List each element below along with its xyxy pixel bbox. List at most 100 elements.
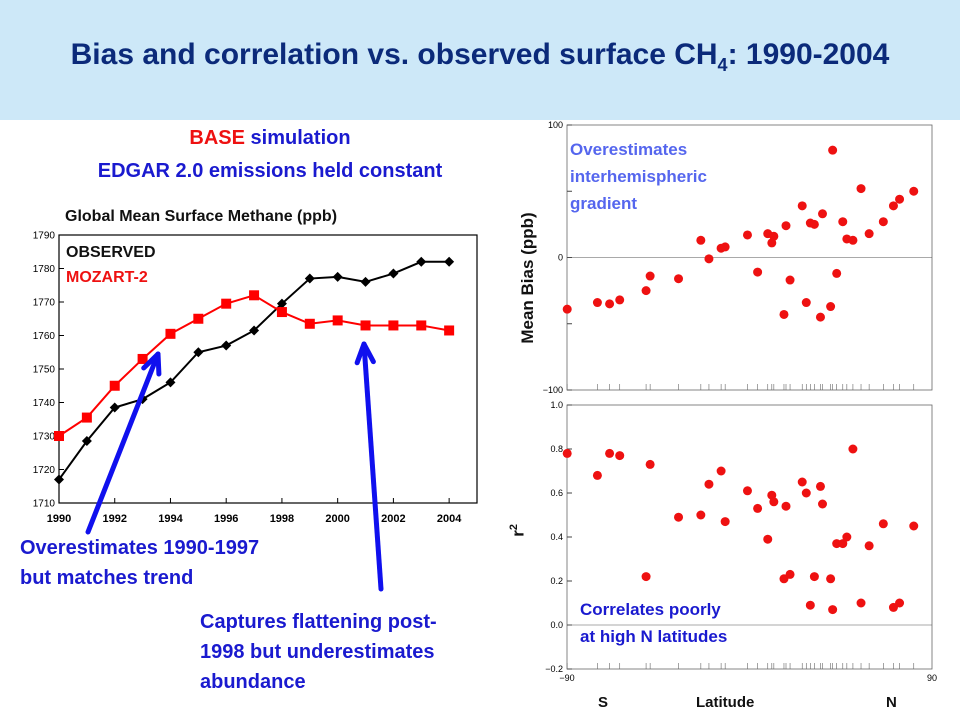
bias-scatter-point [826, 302, 836, 312]
bias-scatter-point [742, 230, 752, 240]
bias-scatter-point [801, 298, 811, 308]
bias-scatter-point [809, 219, 819, 229]
x-tick-label: 2000 [325, 513, 349, 525]
r2-scatter-frame [566, 404, 933, 670]
y-tick-label: 1760 [33, 331, 56, 342]
r2-scatter-point [801, 488, 811, 498]
r2-scatter-point [809, 572, 819, 582]
mozart-point [388, 320, 399, 331]
y-tick-label: 1770 [33, 298, 56, 309]
bias-scatter-point [562, 304, 572, 314]
y-tick-label: 0.0 [550, 620, 563, 630]
x-tick-label: 1994 [158, 513, 183, 525]
observed-point [444, 256, 455, 267]
annotation-overestimates: Overestimates 1990-1997 but matches trend [20, 537, 260, 589]
y-tick-label: 1750 [33, 365, 56, 376]
methane-chart-title: Global Mean Surface Methane (ppb) [65, 208, 338, 225]
bias-scatter-point [888, 201, 898, 211]
r2-scatter-point [818, 499, 827, 509]
r2-scatter-point [763, 534, 773, 544]
x-tick-label: 1992 [102, 513, 126, 525]
observed-point [193, 347, 204, 358]
annotation-correlates-poorly: Correlates poorly at high N latitudes [580, 600, 728, 646]
x-tick-label: 2004 [437, 513, 462, 525]
bias-scatter-point [828, 145, 838, 155]
arrow-head [354, 341, 376, 366]
bias-scatter-point [704, 254, 714, 264]
x-tick-label: 1998 [270, 513, 294, 525]
observed-point [388, 268, 399, 279]
bias-scatter-point [645, 271, 655, 281]
r2-scatter-point [878, 519, 888, 529]
y-tick-label: 100 [548, 120, 563, 130]
mozart-point [304, 318, 315, 329]
observed-point [360, 276, 371, 287]
observed-point [54, 474, 64, 485]
xlabel-latitude: Latitude [696, 694, 755, 711]
y-tick-label: 0.6 [550, 488, 563, 498]
r2-scatter-point [828, 605, 838, 615]
arrow-flattening [354, 341, 384, 592]
r2-scatter-point [605, 448, 615, 458]
annotation-captures-flattening: Captures flattening post- 1998 but undere… [200, 611, 437, 693]
y-tick-label: 1.0 [550, 400, 563, 410]
y-tick-label: 1740 [33, 398, 56, 409]
xlabel-north: N [886, 694, 897, 711]
bias-scatter-point [848, 235, 858, 245]
x-tick-label: 1990 [47, 513, 71, 525]
legend-observed: OBSERVED [66, 244, 156, 261]
r2-scatter-point [696, 510, 706, 520]
bias-scatter-point [769, 231, 779, 241]
x-tick-label: −90 [559, 673, 574, 683]
y-tick-label: −100 [543, 385, 563, 395]
y-tick-label: 1730 [33, 432, 56, 443]
observed-point [304, 273, 315, 284]
bias-scatter-point [696, 235, 706, 245]
y-tick-label: 0.4 [550, 532, 563, 542]
left-heading-2: EDGAR 2.0 emissions held constant [97, 160, 443, 182]
bias-scatter-point [641, 286, 651, 296]
r2-scatter-point [805, 600, 815, 610]
bias-scatter-point [815, 312, 825, 322]
r2-scatter-point [592, 470, 602, 480]
bias-scatter-point [832, 268, 842, 278]
arrow-shaft [85, 351, 161, 535]
r2-scatter-point [769, 497, 779, 507]
y-tick-label: −0.2 [545, 664, 563, 674]
mozart-point [249, 290, 260, 301]
r2-scatter-point [720, 517, 730, 527]
observed-point [221, 340, 232, 351]
bias-scatter-point [909, 186, 919, 196]
bias-scatter-point [878, 217, 888, 227]
r2-scatter-point [838, 539, 848, 549]
bias-scatter-point [781, 221, 791, 231]
bias-scatter-point [592, 298, 602, 308]
mozart-point [332, 315, 343, 326]
page-title: Bias and correlation vs. observed surfac… [70, 38, 890, 75]
y-tick-label: 0.2 [550, 576, 563, 586]
r2-scatter-point [842, 532, 852, 542]
mozart-point [276, 307, 287, 318]
y-tick-label: 0.8 [550, 444, 563, 454]
x-tick-label: 90 [927, 673, 937, 683]
y-tick-label: 1710 [33, 499, 56, 510]
r2-scatter-point [742, 486, 752, 496]
observed-point [165, 377, 176, 388]
mozart-point [416, 320, 427, 331]
y-tick-label: 1720 [33, 465, 56, 476]
mozart-point [444, 325, 455, 336]
mozart-point [81, 412, 92, 423]
r2-scatter-point [562, 448, 572, 458]
bias-scatter-point [797, 201, 807, 211]
r2-scatter-point [704, 479, 714, 489]
r2-scatter-point [864, 541, 874, 551]
r2-scatter-point [815, 481, 825, 491]
observed-point [332, 271, 343, 282]
r2-scatter-point [826, 574, 836, 584]
bias-scatter-point [674, 274, 684, 284]
y-tick-label: 1790 [33, 231, 56, 242]
r2-scatter-point [909, 521, 919, 531]
observed-point [109, 402, 120, 413]
bias-scatter-point [753, 267, 763, 277]
bias-scatter-point [720, 242, 730, 252]
